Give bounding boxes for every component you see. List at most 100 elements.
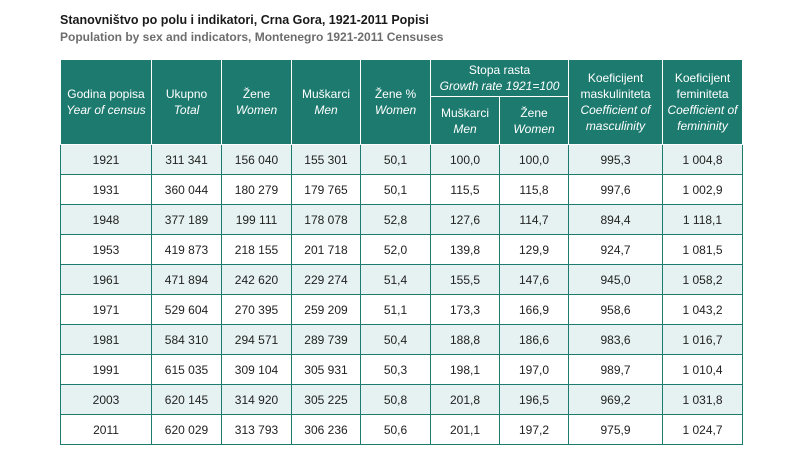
cell-total: 529 604	[151, 294, 222, 325]
cell-growth-women: 197,0	[499, 354, 569, 385]
cell-femininity: 1 081,5	[662, 234, 743, 265]
cell-total: 620 029	[151, 414, 222, 445]
header-men: Muškarci Men	[291, 59, 361, 145]
cell-total: 377 189	[151, 204, 222, 235]
table-row: 1931 360 044 180 279 179 765 50,1 115,5 115,8 9…	[60, 174, 743, 205]
header-year-me: Godina popisa	[67, 87, 145, 101]
header-women-pct-en: Women	[374, 103, 417, 117]
header-women: Žene Women	[221, 59, 292, 145]
cell-year: 2011	[60, 414, 152, 445]
cell-growth-men: 127,6	[430, 204, 500, 235]
cell-growth-women: 114,7	[499, 204, 569, 235]
header-women-en: Women	[235, 103, 278, 117]
cell-year: 2003	[60, 384, 152, 415]
cell-women-pct: 50,1	[360, 174, 431, 205]
cell-women: 309 104	[221, 354, 292, 385]
page-subtitle: Population by sex and indicators, Monten…	[60, 30, 444, 44]
cell-women: 180 279	[221, 174, 292, 205]
table-row: 1953 419 873 218 155 201 718 52,0 139,8 129,9 9…	[60, 234, 743, 265]
table-row: 1961 471 894 242 620 229 274 51,4 155,5 147,6 9…	[60, 264, 743, 295]
cell-masculinity: 983,6	[568, 324, 663, 355]
cell-growth-men: 155,5	[430, 264, 500, 295]
cell-women-pct: 50,4	[360, 324, 431, 355]
cell-growth-men: 139,8	[430, 234, 500, 265]
cell-year: 1991	[60, 354, 152, 385]
cell-women: 314 920	[221, 384, 292, 415]
header-men-me: Muškarci	[301, 87, 350, 101]
cell-year: 1953	[60, 234, 152, 265]
cell-growth-women: 147,6	[499, 264, 569, 295]
cell-year: 1961	[60, 264, 152, 295]
cell-women: 156 040	[221, 144, 292, 175]
cell-total: 620 145	[151, 384, 222, 415]
header-femininity: Koeficijent feminiteta Coefficient of fe…	[662, 59, 743, 145]
cell-total: 419 873	[151, 234, 222, 265]
cell-femininity: 1 010,4	[662, 354, 743, 385]
cell-total: 584 310	[151, 324, 222, 355]
cell-femininity: 1 016,7	[662, 324, 743, 355]
cell-year: 1931	[60, 174, 152, 205]
header-growth-en: Growth rate 1921=100	[439, 79, 560, 93]
table-row: 2011 620 029 313 793 306 236 50,6 201,1 197,2 9…	[60, 414, 743, 445]
cell-women: 199 111	[221, 204, 292, 235]
cell-total: 311 341	[151, 144, 222, 175]
cell-men: 289 739	[291, 324, 361, 355]
header-total-en: Total	[173, 103, 200, 117]
cell-masculinity: 969,2	[568, 384, 663, 415]
table-body: 1921 311 341 156 040 155 301 50,1 100,0 100,0 9…	[60, 144, 743, 445]
header-masc-me: Koeficijent maskuliniteta	[580, 71, 651, 101]
cell-femininity: 1 058,2	[662, 264, 743, 295]
cell-total: 615 035	[151, 354, 222, 385]
cell-growth-men: 201,1	[430, 414, 500, 445]
header-total-me: Ukupno	[165, 87, 208, 101]
header-fem-en: Coefficient of femininity	[667, 103, 738, 133]
cell-growth-men: 201,8	[430, 384, 500, 415]
header-total: Ukupno Total	[151, 59, 222, 145]
cell-year: 1921	[60, 144, 152, 175]
header-growth-women-en: Women	[513, 121, 555, 136]
cell-women-pct: 50,3	[360, 354, 431, 385]
cell-women-pct: 52,0	[360, 234, 431, 265]
table-row: 1948 377 189 199 111 178 078 52,8 127,6 114,7 8…	[60, 204, 743, 235]
cell-masculinity: 995,3	[568, 144, 663, 175]
cell-masculinity: 924,7	[568, 234, 663, 265]
table-row: 2003 620 145 314 920 305 225 50,8 201,8 196,5 9…	[60, 384, 743, 415]
cell-masculinity: 975,9	[568, 414, 663, 445]
cell-total: 360 044	[151, 174, 222, 205]
cell-men: 229 274	[291, 264, 361, 295]
cell-women: 218 155	[221, 234, 292, 265]
cell-femininity: 1 024,7	[662, 414, 743, 445]
table-row: 1921 311 341 156 040 155 301 50,1 100,0 100,0 9…	[60, 144, 743, 175]
table-row: 1981 584 310 294 571 289 739 50,4 188,8 186,6 9…	[60, 324, 743, 355]
cell-men: 155 301	[291, 144, 361, 175]
cell-growth-women: 115,8	[499, 174, 569, 205]
header-women-me: Žene	[242, 87, 271, 101]
cell-men: 306 236	[291, 414, 361, 445]
cell-women-pct: 51,1	[360, 294, 431, 325]
header-growth-women: Žene Women	[499, 96, 569, 145]
census-table: Godina popisa Year of census Ukupno Tota…	[60, 59, 743, 445]
cell-men: 259 209	[291, 294, 361, 325]
cell-men: 305 931	[291, 354, 361, 385]
cell-femininity: 1 031,8	[662, 384, 743, 415]
cell-women-pct: 50,6	[360, 414, 431, 445]
cell-men: 305 225	[291, 384, 361, 415]
cell-growth-women: 100,0	[499, 144, 569, 175]
header-year: Godina popisa Year of census	[60, 59, 152, 145]
cell-growth-women: 166,9	[499, 294, 569, 325]
cell-women-pct: 50,8	[360, 384, 431, 415]
cell-women-pct: 51,4	[360, 264, 431, 295]
cell-growth-women: 129,9	[499, 234, 569, 265]
cell-men: 201 718	[291, 234, 361, 265]
header-masc-en: Coefficient of masculinity	[580, 103, 651, 133]
cell-women: 270 395	[221, 294, 292, 325]
header-growth-women-me: Žene	[520, 105, 548, 120]
header-growth-me: Stopa rasta	[468, 63, 531, 77]
cell-femininity: 1 004,8	[662, 144, 743, 175]
cell-men: 178 078	[291, 204, 361, 235]
cell-women: 294 571	[221, 324, 292, 355]
header-growth-men-me: Muškarci	[440, 105, 489, 120]
cell-total: 471 894	[151, 264, 222, 295]
cell-year: 1971	[60, 294, 152, 325]
cell-growth-women: 196,5	[499, 384, 569, 415]
